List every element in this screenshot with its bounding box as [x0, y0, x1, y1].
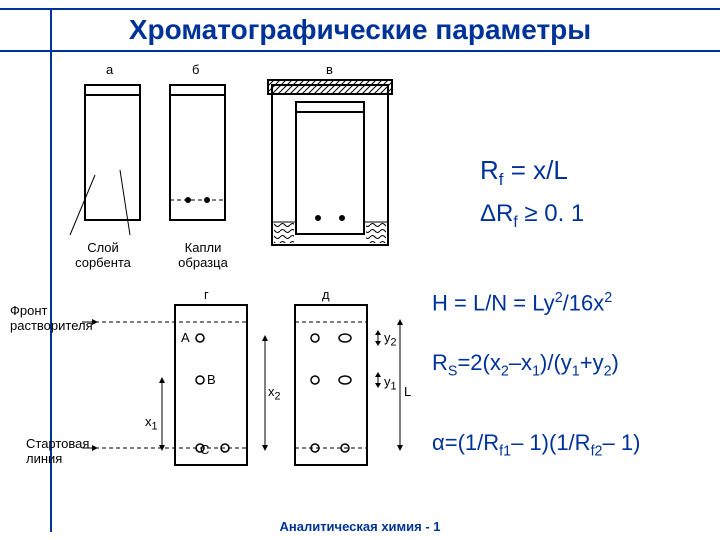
plate-g: [82, 305, 268, 465]
spot-label-B: B: [207, 372, 216, 387]
slide: Хроматографические параметры: [0, 0, 720, 540]
label-v: в: [326, 62, 333, 77]
formula-alpha: α=(1/Rf1– 1)(1/Rf2– 1): [432, 430, 640, 459]
label-a: а: [106, 62, 113, 77]
plate-a: [70, 85, 140, 235]
footer-text: Аналитическая химия - 1: [0, 519, 720, 534]
label-g: г: [204, 287, 209, 302]
formula-RS: RS=2(x2–x1)/(y1+y2): [432, 350, 619, 379]
dim-y1: y1: [384, 374, 397, 393]
formula-rf: Rf = x/L: [480, 155, 568, 190]
spot-label-C: C: [200, 442, 209, 457]
label-b: б: [192, 62, 199, 77]
label-start: Стартовая линия: [26, 436, 106, 466]
formula-H: H = L/N = Ly2/16x2: [432, 290, 612, 316]
formula-delta-rf: ΔRf ≥ 0. 1: [480, 200, 584, 232]
dim-L: L: [404, 384, 411, 399]
caption-drops: Капли образца: [168, 240, 238, 270]
spot-label-A: A: [181, 330, 190, 345]
chamber-v: [268, 80, 392, 245]
dim-x1: x1: [145, 414, 158, 433]
caption-sorbent: Слой сорбента: [68, 240, 138, 270]
dim-y2: y2: [384, 330, 397, 349]
label-front: Фронт растворителя: [10, 303, 95, 333]
page-title: Хроматографические параметры: [0, 8, 720, 52]
dim-x2: x2: [268, 384, 281, 403]
plate-b: [170, 85, 225, 220]
label-d: д: [322, 287, 330, 302]
